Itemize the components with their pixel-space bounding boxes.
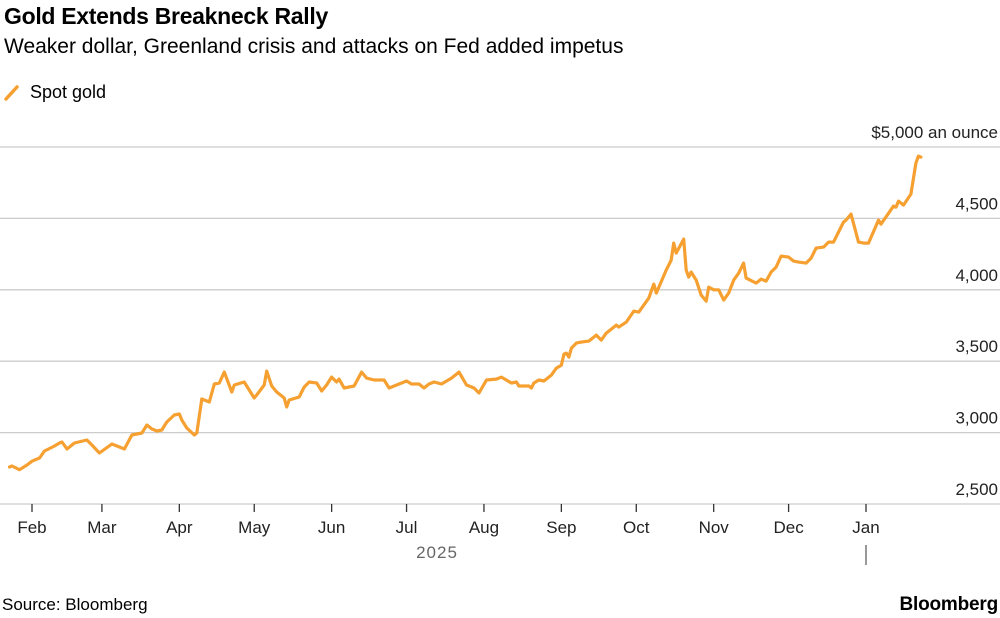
x-tick-label: Apr xyxy=(166,518,193,537)
y-tick-label: 4,500 xyxy=(955,194,998,213)
x-tick-label: Nov xyxy=(699,518,730,537)
x-tick-label: Jun xyxy=(318,518,345,537)
series-line-spot-gold xyxy=(7,154,923,472)
x-tick-label: Jul xyxy=(396,518,418,537)
x-tick-label: Jan xyxy=(852,518,879,537)
chart-title: Gold Extends Breakneck Rally xyxy=(4,3,328,29)
x-tick-label: Sep xyxy=(546,518,576,537)
chart-subtitle: Weaker dollar, Greenland crisis and atta… xyxy=(4,35,624,58)
year-label: 2025 xyxy=(416,543,458,562)
y-tick-label: 4,000 xyxy=(955,266,998,285)
x-tick-label: Dec xyxy=(773,518,804,537)
x-tick-label: Oct xyxy=(623,518,650,537)
y-tick-label: $5,000 an ounce xyxy=(871,123,998,142)
x-tick-label: Feb xyxy=(17,518,46,537)
bloomberg-logo: Bloomberg xyxy=(899,594,999,615)
y-tick-label: 3,500 xyxy=(955,337,998,356)
x-tick-label: Aug xyxy=(469,518,499,537)
legend: Spot gold xyxy=(4,82,106,103)
x-tick-label: May xyxy=(238,518,271,537)
legend-label: Spot gold xyxy=(30,82,107,102)
y-tick-label: 2,500 xyxy=(955,480,998,499)
source-note: Source: Bloomberg xyxy=(2,595,148,614)
y-tick-label: 3,000 xyxy=(955,409,998,428)
x-tick-label: Mar xyxy=(87,518,117,537)
legend-swatch-icon xyxy=(4,84,19,101)
